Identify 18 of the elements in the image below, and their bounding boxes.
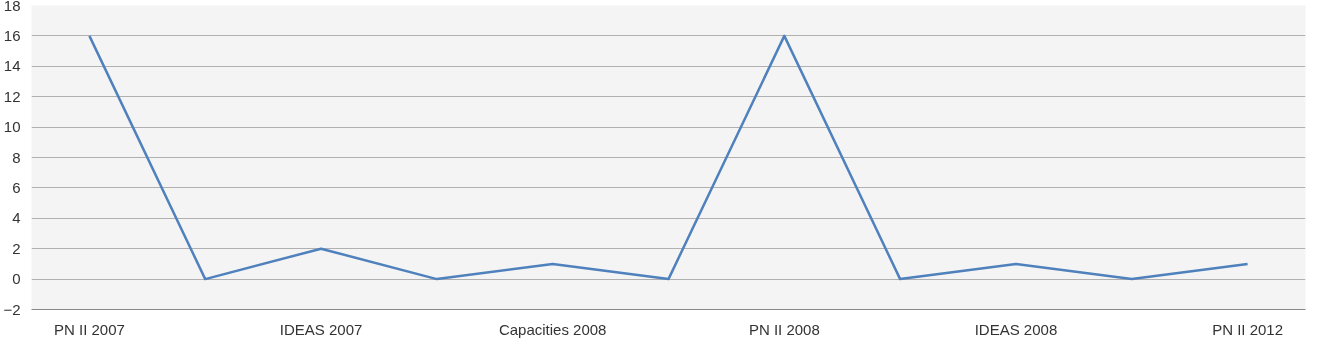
line-series — [88, 34, 1249, 281]
x-tick-label: Capacities 2008 — [498, 320, 607, 338]
x-tick-label: IDEAS 2008 — [974, 320, 1058, 338]
x-tick-label: PN II 2007 — [53, 320, 125, 338]
y-tick-label: 4 — [12, 209, 21, 227]
y-tick-label: 0 — [12, 270, 21, 288]
x-tick-label: IDEAS 2007 — [279, 320, 363, 338]
y-tick-label: 2 — [12, 239, 21, 257]
y-tick-label: 16 — [3, 26, 21, 44]
y-tick-label: 8 — [12, 148, 21, 166]
x-tick-label: PN II 2008 — [748, 320, 820, 338]
y-tick-label: 18 — [3, 0, 21, 14]
x-tick-label: PN II 2012 — [1212, 320, 1284, 338]
y-tick-label: 6 — [12, 178, 21, 196]
y-tick-label: −2 — [3, 300, 21, 318]
y-tick-label: 10 — [3, 118, 21, 136]
y-tick-label: 14 — [3, 57, 21, 75]
y-tick-label: 12 — [3, 87, 21, 105]
